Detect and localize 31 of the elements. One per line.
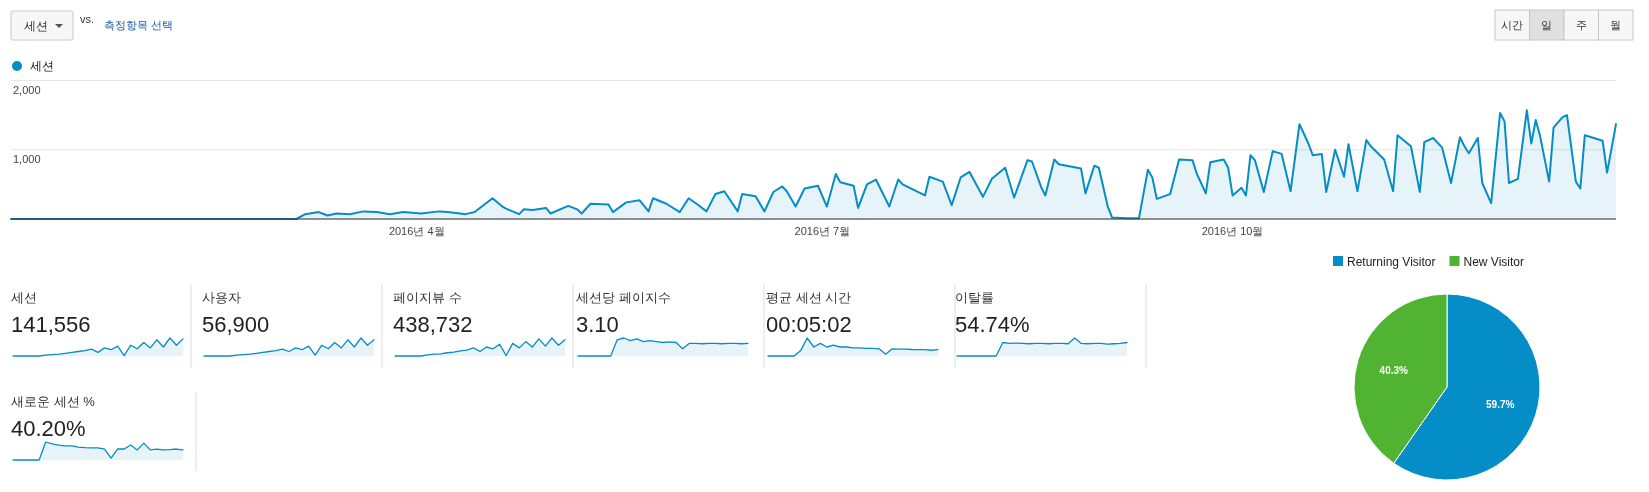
data-label: 59.7% bbox=[1486, 398, 1515, 410]
text: 00:05:02 bbox=[766, 312, 852, 337]
chart-title: 이탈률 bbox=[955, 290, 994, 305]
data-label: 40.3% bbox=[1379, 365, 1409, 377]
y-tick-label: 1,000 bbox=[13, 152, 41, 165]
text: 주 bbox=[1575, 19, 1587, 31]
text: 월 bbox=[1610, 19, 1622, 31]
text: 54.74% bbox=[955, 312, 1030, 337]
text: 측정항목 선택 bbox=[104, 19, 174, 31]
legend-label: Returning Visitor bbox=[1347, 254, 1436, 269]
y-tick-label: 2,000 bbox=[13, 83, 41, 96]
text: 40.20% bbox=[11, 416, 86, 441]
legend-label: New Visitor bbox=[1463, 254, 1524, 269]
text: 141,556 bbox=[11, 312, 91, 337]
text: 3.10 bbox=[576, 312, 619, 337]
chart-title: 페이지뷰 수 bbox=[393, 290, 462, 305]
text: 세션 bbox=[24, 19, 48, 33]
text: 56,900 bbox=[202, 312, 270, 337]
chart-title: 사용자 bbox=[202, 290, 241, 305]
text: 일 bbox=[1541, 19, 1553, 31]
text: 시간 bbox=[1501, 19, 1524, 31]
chart-title: 세션 bbox=[11, 290, 37, 305]
x-tick-label: 2016년 7월 bbox=[794, 225, 851, 237]
chart-title: 세션당 페이지수 bbox=[576, 290, 671, 305]
legend-label: 세션 bbox=[30, 59, 54, 73]
x-tick-label: 2016년 10월 bbox=[1201, 225, 1264, 237]
chart-title: 새로운 세션 % bbox=[11, 394, 96, 409]
chart-title: 평균 세션 시간 bbox=[766, 290, 852, 305]
text: 438,732 bbox=[393, 312, 473, 337]
text: vs. bbox=[80, 13, 95, 25]
x-tick-label: 2016년 4월 bbox=[388, 225, 445, 237]
